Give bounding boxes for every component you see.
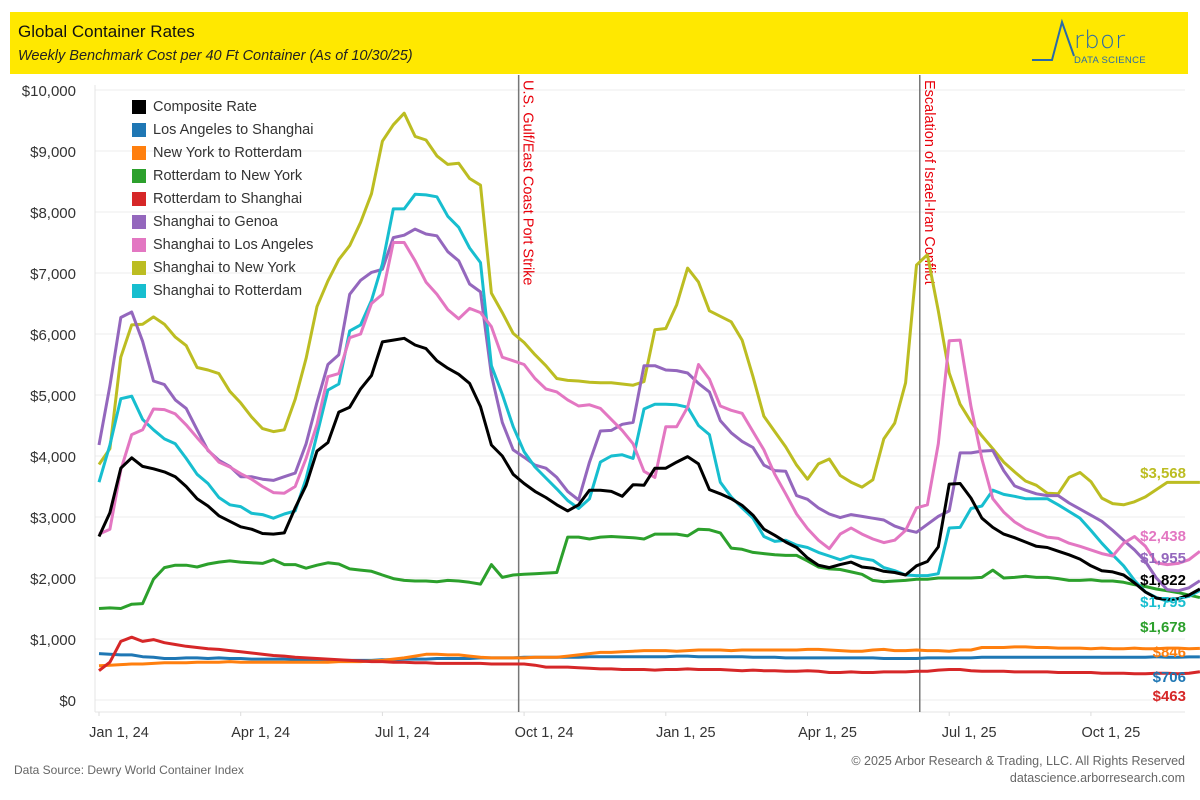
series-line-composite-rate <box>97 336 1200 601</box>
end-label: $1,678 <box>1140 619 1186 636</box>
end-label: $2,438 <box>1140 528 1186 545</box>
series-line-rotterdam-to-new-york <box>98 527 1200 610</box>
legend-swatch <box>132 168 146 183</box>
header-banner: Global Container Rates Weekly Benchmark … <box>10 12 1188 74</box>
legend-item[interactable]: Shanghai to Genoa <box>132 210 313 233</box>
arbor-logo-icon <box>1032 18 1075 61</box>
annotation-label: Escalation of Israel-Iran Conflict <box>921 80 937 285</box>
event-annotations: U.S. Gulf/East Coast Port Strike Escalati… <box>517 75 937 712</box>
end-label: $463 <box>1153 688 1186 705</box>
y-tick-label: $3,000 <box>30 510 76 527</box>
end-label: $706 <box>1153 669 1186 686</box>
legend-label: Rotterdam to New York <box>153 167 303 184</box>
legend-label: Composite Rate <box>153 98 257 115</box>
x-axis: Jan 1, 24 Apr 1, 24 Jul 1, 24 Oct 1, 24 Jan … <box>89 712 1140 741</box>
copyright: © 2025 Arbor Research & Trading, LLC. Al… <box>851 754 1185 768</box>
legend-swatch <box>132 99 146 114</box>
y-tick-label: $6,000 <box>30 327 76 344</box>
y-tick-label: $5,000 <box>30 388 76 405</box>
x-tick-label: Jan 1, 24 <box>89 725 149 741</box>
x-tick-label: Oct 1, 24 <box>515 725 574 741</box>
series-line-los-angeles-to-shanghai <box>98 652 1200 662</box>
end-label: $846 <box>1153 644 1186 661</box>
legend-label: Shanghai to Rotterdam <box>153 282 303 299</box>
series-line-shanghai-to-new-york <box>97 111 1200 507</box>
series-line-rotterdam-to-shanghai <box>98 635 1200 676</box>
annotation-label: U.S. Gulf/East Coast Port Strike <box>520 80 536 286</box>
y-tick-label: $8,000 <box>30 205 76 222</box>
end-label: $3,568 <box>1140 465 1186 482</box>
x-tick-label: Jan 1, 25 <box>656 725 716 741</box>
end-label: $1,955 <box>1140 550 1186 567</box>
y-tick-label: $10,000 <box>22 83 76 100</box>
y-tick-label: $7,000 <box>30 266 76 283</box>
data-source: Data Source: Dewry World Container Index <box>14 763 244 777</box>
arbor-logo: rbor DATA SCIENCE <box>1028 16 1168 72</box>
legend-item[interactable]: Shanghai to Los Angeles <box>132 233 313 256</box>
legend-item[interactable]: Rotterdam to Shanghai <box>132 187 313 210</box>
legend-swatch <box>132 145 146 160</box>
series-line-shanghai-to-genoa <box>97 227 1200 593</box>
logo-subtitle: DATA SCIENCE <box>1074 55 1146 66</box>
x-tick-label: Apr 1, 24 <box>231 725 290 741</box>
legend-swatch <box>132 214 146 229</box>
x-tick-label: Oct 1, 25 <box>1081 725 1140 741</box>
x-tick-label: Jul 1, 25 <box>942 725 997 741</box>
end-label: $1,795 <box>1140 594 1186 611</box>
legend-label: Shanghai to Genoa <box>153 213 278 230</box>
legend-swatch <box>132 191 146 206</box>
legend-item[interactable]: Rotterdam to New York <box>132 164 313 187</box>
legend-label: Shanghai to Los Angeles <box>153 236 314 253</box>
legend: Composite Rate Los Angeles to Shanghai New… <box>132 95 313 302</box>
legend-item[interactable]: Shanghai to New York <box>132 256 313 279</box>
series-line-shanghai-to-rotterdam <box>97 192 1200 603</box>
end-labels: $1,822 $706 $846 $1,678 $463 $1,955 $2,438 $3,5… <box>1140 465 1186 705</box>
y-tick-label: $2,000 <box>30 571 76 588</box>
legend-swatch <box>132 122 146 137</box>
end-label: $1,822 <box>1140 572 1186 589</box>
y-tick-label: $9,000 <box>30 144 76 161</box>
series-lines <box>97 111 1200 676</box>
chart-subtitle: Weekly Benchmark Cost per 40 Ft Containe… <box>18 48 413 64</box>
legend-label: Rotterdam to Shanghai <box>153 190 303 207</box>
chart-title: Global Container Rates <box>18 22 195 41</box>
y-tick-label: $0 <box>59 693 76 710</box>
y-tick-label: $1,000 <box>30 632 76 649</box>
logo-word: rbor <box>1074 26 1126 54</box>
legend-swatch <box>132 283 146 298</box>
x-tick-label: Jul 1, 24 <box>375 725 430 741</box>
legend-label: Los Angeles to Shanghai <box>153 121 314 138</box>
legend-swatch <box>132 260 146 275</box>
legend-item[interactable]: Los Angeles to Shanghai <box>132 118 313 141</box>
website-link[interactable]: datascience.arborresearch.com <box>1009 771 1185 785</box>
legend-label: New York to Rotterdam <box>153 144 303 161</box>
legend-item[interactable]: Shanghai to Rotterdam <box>132 279 313 302</box>
legend-swatch <box>132 237 146 252</box>
y-axis: $0 $1,000 $2,000 $3,000 $4,000 $5,000 $6,000 $7… <box>22 83 76 710</box>
series-line-new-york-to-rotterdam <box>98 645 1200 668</box>
legend-item[interactable]: Composite Rate <box>132 95 313 118</box>
legend-label: Shanghai to New York <box>153 259 296 276</box>
legend-item[interactable]: New York to Rotterdam <box>132 141 313 164</box>
x-tick-label: Apr 1, 25 <box>798 725 857 741</box>
y-tick-label: $4,000 <box>30 449 76 466</box>
